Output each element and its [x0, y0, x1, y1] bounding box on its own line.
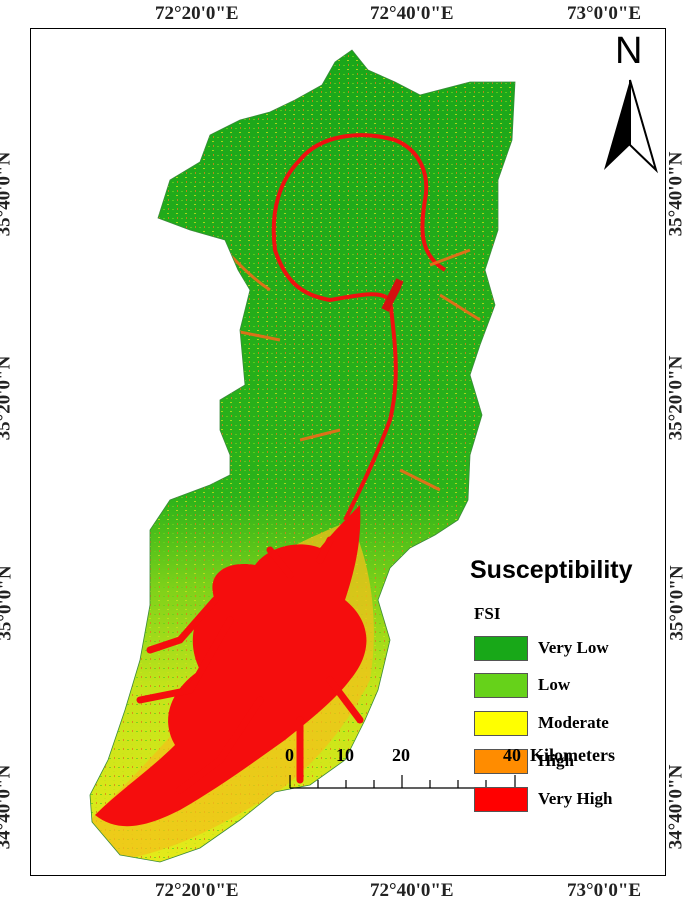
legend-swatch-very-low [474, 636, 528, 661]
legend-label: Very Low [538, 638, 609, 657]
scale-tick-label: 40 [503, 745, 521, 765]
legend-label: High [538, 751, 574, 770]
top-longitude-label: 73°0'0"E [567, 3, 642, 24]
map-frame [30, 28, 666, 876]
legend-subtitle: FSI [474, 604, 501, 623]
legend-swatch-moderate [474, 711, 528, 736]
legend-title: Susceptibility [470, 556, 633, 584]
legend-label: Moderate [538, 713, 609, 732]
bottom-longitude-label: 72°40'0"E [370, 880, 454, 901]
top-longitude-label: 72°20'0"E [155, 3, 239, 24]
legend-swatch-high [474, 749, 528, 774]
top-longitude-label: 72°40'0"E [370, 3, 454, 24]
legend-label: Very High [538, 789, 613, 808]
legend-label: Low [538, 675, 571, 694]
bottom-longitude-label: 73°0'0"E [567, 880, 642, 901]
north-label: N [615, 30, 643, 72]
bottom-longitude-label: 72°20'0"E [155, 880, 239, 901]
scale-tick-label: 10 [336, 745, 354, 765]
north-arrow-icon [604, 79, 658, 174]
legend-swatch-low [474, 673, 528, 698]
scale-tick-label: 20 [392, 745, 410, 765]
legend-swatch-very-high [474, 787, 528, 812]
scale-tick-label: 0 [285, 745, 294, 765]
scale-unit-label: Kilometers [530, 745, 615, 765]
